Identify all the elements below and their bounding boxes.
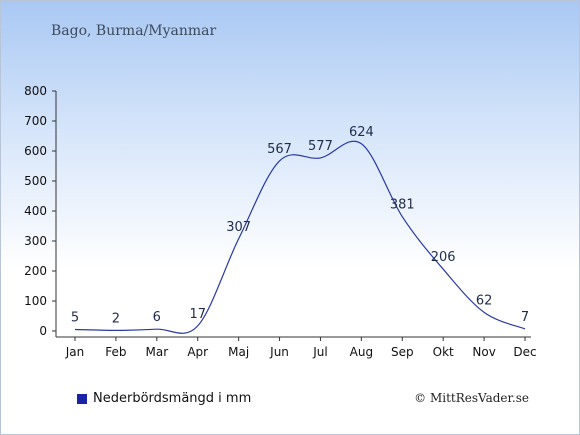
y-tick-label: 500 [24, 174, 47, 188]
data-labels: 5 2 6 17 307 567 577 624 381 206 62 7 [71, 125, 529, 327]
y-tick-label: 100 [24, 294, 47, 308]
chart-title: Bago, Burma/Myanmar [51, 23, 217, 39]
x-tick-label: Feb [105, 345, 126, 359]
x-tick-label: Maj [228, 345, 249, 359]
y-tick-label: 700 [24, 114, 47, 128]
axes [55, 91, 531, 338]
legend-swatch [77, 393, 87, 404]
data-label: 6 [153, 310, 161, 325]
x-tick-label: Nov [472, 345, 495, 359]
data-label: 307 [226, 220, 251, 235]
y-tick-label: 0 [39, 324, 47, 338]
data-label: 567 [267, 142, 292, 157]
data-label: 17 [189, 307, 206, 322]
x-tick-label: Apr [187, 345, 208, 359]
data-label: 381 [390, 198, 415, 213]
x-tick-label: Okt [433, 345, 454, 359]
legend: Nederbördsmängd i mm [77, 391, 251, 406]
y-tick-label: 400 [24, 204, 47, 218]
x-ticks: Jan Feb Mar Apr Maj Jun Jul Aug Sep Okt Nov Dec [65, 337, 537, 359]
x-tick-label: Sep [391, 345, 414, 359]
data-label: 62 [476, 293, 493, 308]
data-label: 577 [308, 139, 333, 154]
x-tick-label: Jan [65, 345, 85, 359]
x-tick-label: Aug [350, 345, 373, 359]
y-ticks: 0 100 200 300 400 500 600 700 800 [24, 84, 56, 338]
x-tick-label: Mar [145, 345, 168, 359]
x-tick-label: Dec [513, 345, 536, 359]
y-tick-label: 800 [24, 84, 47, 98]
y-tick-label: 200 [24, 264, 47, 278]
data-label: 2 [112, 311, 120, 326]
credit: © MittResVader.se [414, 391, 529, 405]
x-tick-label: Jun [269, 345, 289, 359]
data-label: 624 [349, 125, 374, 140]
data-label: 5 [71, 311, 79, 326]
y-tick-label: 600 [24, 144, 47, 158]
data-label: 206 [431, 250, 456, 265]
data-label: 7 [521, 310, 529, 325]
series-line [74, 140, 526, 334]
y-tick-label: 300 [24, 234, 47, 248]
legend-label: Nederbördsmängd i mm [93, 391, 252, 406]
x-tick-label: Jul [312, 345, 327, 359]
